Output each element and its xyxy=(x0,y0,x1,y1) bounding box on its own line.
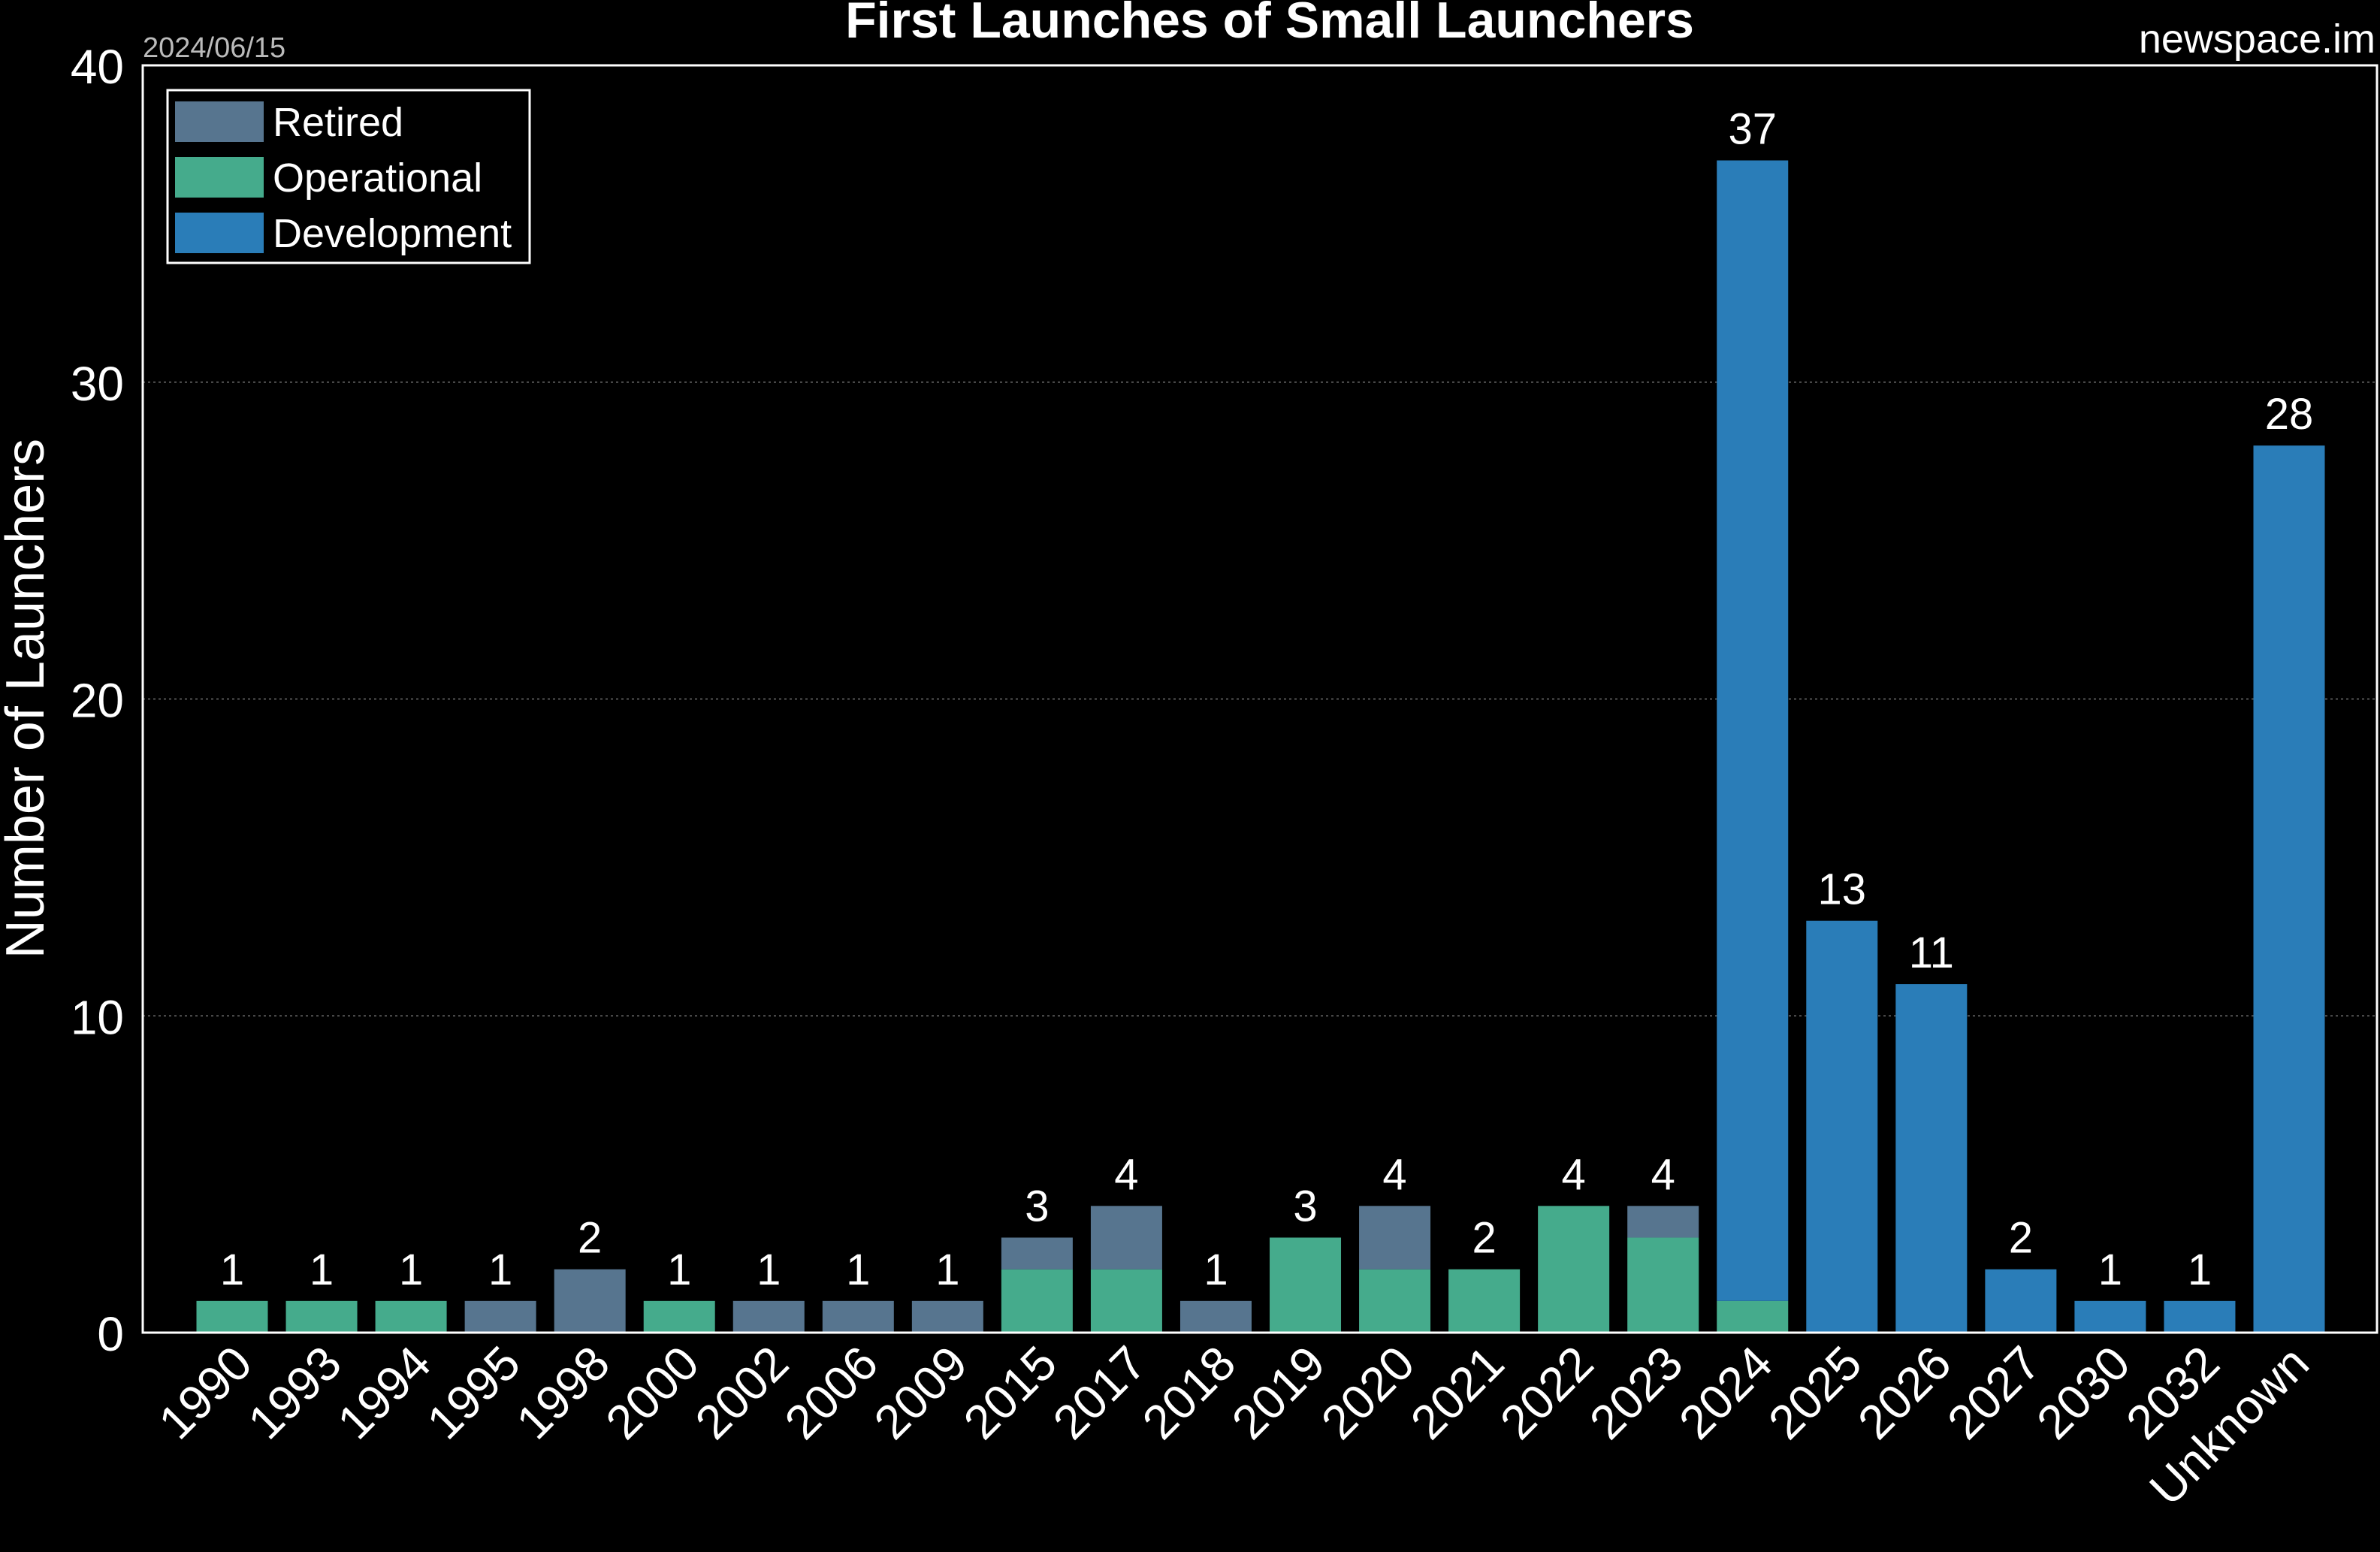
data-label: 28 xyxy=(2265,390,2314,439)
bar-development xyxy=(1806,920,1878,1333)
x-tick-label: 2020 xyxy=(1311,1336,1425,1450)
y-tick-label: 0 xyxy=(97,1307,124,1361)
data-label: 4 xyxy=(1114,1150,1138,1199)
data-label: 4 xyxy=(1651,1150,1675,1199)
bar-operational xyxy=(1538,1206,1610,1333)
chart-title: First Launches of Small Launchers xyxy=(845,0,1694,49)
data-label: 2 xyxy=(2009,1214,2033,1263)
bar-development xyxy=(2253,445,2325,1333)
data-label: 3 xyxy=(1025,1182,1049,1230)
x-tick-label: 2021 xyxy=(1400,1336,1515,1450)
data-label: 2 xyxy=(1472,1214,1496,1263)
bar-operational xyxy=(375,1300,447,1333)
legend-swatch-retired xyxy=(175,101,264,142)
legend: Retired Operational Development xyxy=(166,89,531,264)
source-label: newspace.im xyxy=(2139,17,2375,62)
x-tick-label: 2026 xyxy=(1847,1336,1962,1450)
x-tick-label: 1990 xyxy=(148,1336,262,1450)
data-label: 1 xyxy=(935,1246,959,1294)
x-tick-label: 2025 xyxy=(1758,1336,1872,1450)
legend-label-retired: Retired xyxy=(273,100,403,145)
data-label: 1 xyxy=(310,1246,334,1294)
y-tick-label: 40 xyxy=(71,40,124,94)
bar-retired xyxy=(554,1269,626,1333)
bar-operational xyxy=(1001,1269,1073,1333)
x-tick-label: 2000 xyxy=(596,1336,710,1450)
bar-retired xyxy=(1627,1206,1699,1238)
x-tick-label: 2002 xyxy=(685,1336,799,1450)
x-tick-label: 2022 xyxy=(1490,1336,1604,1450)
bar-retired xyxy=(732,1300,805,1333)
bar-retired xyxy=(1359,1206,1431,1270)
bar-retired xyxy=(1179,1300,1252,1333)
bar-retired xyxy=(911,1300,983,1333)
data-label: 1 xyxy=(2188,1246,2212,1294)
data-label: 1 xyxy=(757,1246,781,1294)
data-label: 1 xyxy=(667,1246,691,1294)
data-label: 11 xyxy=(1909,928,1954,977)
x-tick-label: 1998 xyxy=(506,1336,620,1450)
y-tick-label: 20 xyxy=(71,674,124,728)
bar-operational xyxy=(1270,1237,1342,1333)
x-tick-label: 2030 xyxy=(2026,1336,2140,1450)
plot-frame xyxy=(141,64,2378,1334)
x-tick-label: 1995 xyxy=(416,1336,530,1450)
bar-operational xyxy=(285,1300,358,1333)
bar-operational xyxy=(1359,1269,1431,1333)
data-label: 2 xyxy=(578,1214,602,1263)
x-tick-label: 2018 xyxy=(1132,1336,1246,1450)
date-label: 2024/06/15 xyxy=(143,32,285,64)
data-label: 1 xyxy=(399,1246,423,1294)
data-label: 4 xyxy=(1562,1150,1586,1199)
data-label: 1 xyxy=(488,1246,512,1294)
bar-development xyxy=(1717,160,1789,1301)
bar-retired xyxy=(464,1300,536,1333)
bar-operational xyxy=(196,1300,268,1333)
x-tick-label: 2017 xyxy=(1043,1336,1157,1450)
y-tick-label: 10 xyxy=(71,990,124,1044)
bar-operational xyxy=(643,1300,715,1333)
data-label: 1 xyxy=(1204,1246,1228,1294)
data-label: 4 xyxy=(1382,1150,1406,1199)
bar-development xyxy=(1895,984,1968,1333)
bar-operational xyxy=(1090,1269,1162,1333)
bar-retired xyxy=(1001,1237,1073,1270)
x-tick-label: 2009 xyxy=(864,1336,978,1450)
bar-development xyxy=(2164,1300,2236,1333)
x-tick-label: 2019 xyxy=(1222,1336,1336,1450)
bar-operational xyxy=(1627,1237,1699,1333)
data-label: 3 xyxy=(1293,1182,1317,1230)
bar-development xyxy=(1985,1269,2057,1333)
bar-operational xyxy=(1717,1300,1789,1333)
y-axis-label: Number of Launchers xyxy=(0,439,56,959)
bar-retired xyxy=(822,1300,894,1333)
legend-swatch-development xyxy=(175,213,264,253)
x-tick-label: 1994 xyxy=(327,1336,441,1450)
data-label: 1 xyxy=(2098,1246,2122,1294)
x-tick-label: 2023 xyxy=(1579,1336,1693,1450)
y-tick-label: 30 xyxy=(71,357,124,411)
legend-label-operational: Operational xyxy=(273,156,482,201)
data-label: 37 xyxy=(1728,105,1777,154)
data-label: 1 xyxy=(846,1246,870,1294)
x-tick-label: 2006 xyxy=(775,1336,889,1450)
legend-swatch-operational xyxy=(175,157,264,198)
bar-operational xyxy=(1448,1269,1521,1333)
x-tick-label: 2027 xyxy=(1937,1336,2051,1450)
x-tick-label: 2024 xyxy=(1669,1336,1783,1450)
bar-development xyxy=(2074,1300,2146,1333)
bar-retired xyxy=(1090,1206,1162,1270)
legend-label-development: Development xyxy=(273,211,512,256)
data-label: 13 xyxy=(1818,865,1867,914)
x-tick-label: 2015 xyxy=(953,1336,1068,1450)
data-label: 1 xyxy=(220,1246,244,1294)
x-tick-label: 1993 xyxy=(237,1336,352,1450)
